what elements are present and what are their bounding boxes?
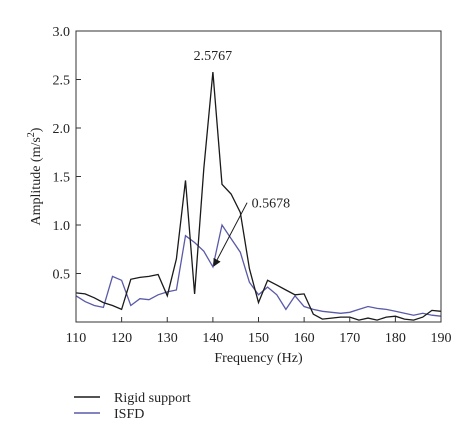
x-tick-label: 110 — [66, 331, 86, 346]
y-tick-label: 1.5 — [53, 171, 71, 186]
series-line-rigid-support — [75, 72, 442, 321]
x-tick-label: 120 — [111, 331, 132, 346]
y-tick-label: 2.5 — [53, 74, 71, 89]
y-tick-label: 3.0 — [53, 25, 71, 40]
annotation-arrow — [213, 202, 248, 267]
x-tick-label: 130 — [157, 331, 178, 346]
y-axis-title: Amplitude (m/s2) — [26, 127, 44, 225]
series-line-isfd — [75, 223, 442, 317]
legend-label-isfd: ISFD — [114, 407, 144, 422]
x-tick-label: 190 — [431, 331, 452, 346]
x-tick-label: 170 — [339, 331, 360, 346]
legend-label-rigid-support: Rigid support — [114, 391, 191, 406]
y-axis-title-main: Amplitude (m/s — [29, 137, 44, 225]
y-tick-label: 0.5 — [53, 268, 71, 283]
peak-annotation-rigid: 2.5767 — [194, 49, 233, 64]
y-axis-title-close: ) — [29, 127, 44, 132]
x-tick-label: 150 — [248, 331, 269, 346]
y-tick-label: 2.0 — [53, 122, 71, 137]
plot-area-frame — [75, 30, 442, 323]
y-tick-label: 1.0 — [53, 219, 71, 234]
x-tick-label: 160 — [294, 331, 315, 346]
x-axis-title: Frequency (Hz) — [214, 351, 303, 366]
legend: Rigid support ISFD — [74, 391, 191, 422]
peak-annotation-isfd: 0.5678 — [252, 197, 291, 212]
x-tick-label: 180 — [385, 331, 406, 346]
x-tick-label: 140 — [202, 331, 223, 346]
y-axis-title-superscript: 2 — [26, 132, 37, 137]
